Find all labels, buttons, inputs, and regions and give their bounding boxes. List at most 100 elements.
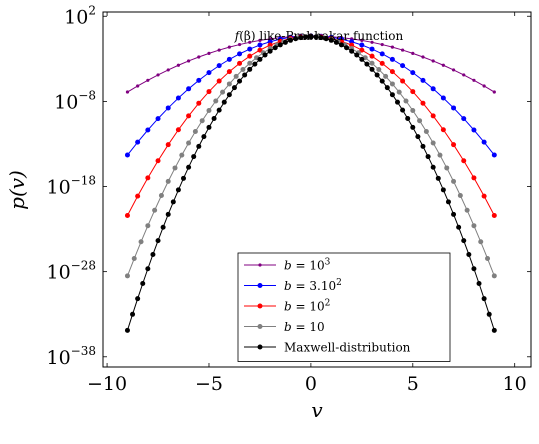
data-point — [262, 52, 268, 58]
data-point — [247, 66, 253, 72]
data-point — [451, 211, 457, 217]
annotation: f(β) like-Prabhakar function — [234, 29, 404, 43]
x-tick-label: −10 — [87, 373, 127, 395]
data-point — [237, 51, 243, 57]
data-point — [466, 251, 472, 257]
data-point — [186, 164, 192, 170]
data-point — [451, 105, 457, 111]
data-point — [124, 273, 130, 279]
series-4 — [124, 34, 497, 279]
legend-entry: b = 103 — [244, 258, 331, 273]
data-point — [211, 116, 217, 121]
data-point — [257, 56, 263, 62]
data-point — [288, 37, 293, 43]
data-point — [258, 38, 262, 43]
data-point — [461, 158, 467, 164]
data-point — [430, 86, 436, 92]
data-point — [206, 70, 212, 76]
data-point — [420, 143, 426, 149]
data-point — [130, 311, 136, 317]
data-point — [369, 60, 375, 66]
data-point — [303, 34, 309, 40]
data-point — [252, 61, 258, 67]
data-point — [410, 124, 416, 130]
x-tick-label: 0 — [305, 373, 317, 395]
data-point — [125, 90, 130, 94]
data-point — [216, 63, 222, 69]
data-point — [491, 212, 497, 218]
data-point — [405, 116, 411, 121]
data-point — [267, 48, 273, 54]
x-axis-label: v — [311, 398, 323, 422]
legend-label: b = 3.102 — [284, 278, 342, 293]
data-point — [456, 224, 462, 230]
data-point — [491, 152, 497, 158]
data-point — [369, 66, 375, 72]
legend-entry: b = 102 — [244, 299, 330, 314]
data-point — [282, 39, 288, 45]
data-point — [170, 199, 176, 205]
data-point — [191, 154, 197, 160]
data-point — [400, 63, 406, 69]
data-point — [411, 51, 415, 55]
data-point — [226, 81, 232, 87]
data-point — [155, 116, 161, 122]
y-tick-label: 102 — [64, 3, 96, 28]
series-2 — [124, 33, 497, 158]
y-tick-label: 10−38 — [46, 344, 96, 369]
data-point — [213, 98, 219, 104]
data-point — [379, 78, 385, 84]
y-axis-label: p(v) — [5, 170, 29, 210]
data-point — [481, 296, 487, 302]
data-point — [237, 42, 242, 47]
data-point — [461, 238, 467, 244]
legend-label: b = 10 — [284, 320, 325, 334]
data-point — [471, 127, 477, 133]
data-point — [240, 67, 246, 72]
data-point — [471, 223, 477, 229]
x-tick-label: 10 — [503, 373, 527, 395]
data-point — [364, 61, 370, 67]
data-point — [187, 59, 191, 63]
x-tick-label: 5 — [407, 373, 419, 395]
data-point — [471, 266, 477, 272]
data-point — [226, 69, 232, 75]
data-point — [231, 85, 237, 91]
data-point — [383, 73, 389, 79]
data-point — [318, 35, 324, 41]
data-point — [152, 207, 158, 213]
data-point — [199, 118, 205, 124]
data-point — [298, 35, 304, 41]
legend-marker — [258, 263, 262, 267]
data-point — [186, 86, 192, 92]
data-point — [248, 40, 252, 44]
legend-label: b = 103 — [284, 258, 331, 273]
data-point — [421, 55, 425, 59]
data-point — [226, 56, 232, 62]
data-point — [430, 164, 436, 170]
data-point — [481, 193, 487, 199]
data-point — [196, 143, 202, 149]
data-point — [440, 187, 446, 193]
data-point — [145, 223, 151, 229]
data-point — [417, 118, 423, 124]
data-point — [160, 224, 166, 230]
data-point — [207, 51, 211, 55]
data-point — [175, 187, 181, 193]
data-point — [338, 42, 344, 48]
data-point — [435, 175, 441, 181]
data-point — [440, 127, 446, 133]
data-point — [370, 40, 374, 44]
data-point — [155, 238, 161, 244]
data-point — [425, 154, 431, 160]
data-point — [138, 239, 144, 245]
data-point — [440, 95, 446, 101]
data-point — [217, 48, 221, 52]
data-point — [395, 99, 400, 105]
data-point — [216, 107, 222, 113]
data-point — [430, 140, 436, 146]
data-point — [166, 68, 170, 72]
data-point — [451, 142, 457, 148]
data-point — [492, 90, 496, 94]
